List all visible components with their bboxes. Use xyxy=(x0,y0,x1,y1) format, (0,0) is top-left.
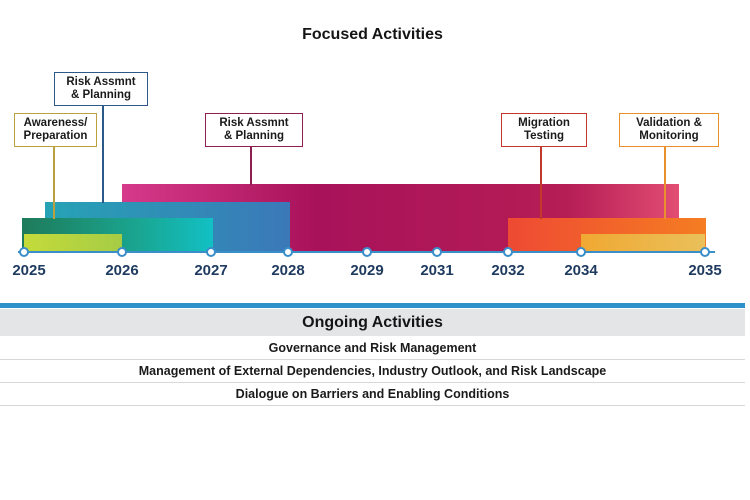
ongoing-activities-header: Ongoing Activities xyxy=(0,309,745,336)
year-label: 2035 xyxy=(688,262,722,279)
year-label: 2029 xyxy=(350,262,384,279)
tick-2026 xyxy=(117,247,127,257)
bar-awareness xyxy=(24,234,122,252)
tick-2028 xyxy=(283,247,293,257)
callout-risk-assessment-1: Risk Assmnt & Planning xyxy=(54,72,148,106)
year-label: 2025 xyxy=(12,262,46,279)
year-label: 2032 xyxy=(491,262,525,279)
bar-validation xyxy=(581,234,705,252)
callout-risk-assessment-2: Risk Assmnt & Planning xyxy=(205,113,303,147)
year-label: 2028 xyxy=(271,262,305,279)
leader-validation xyxy=(664,145,666,219)
ongoing-row: Dialogue on Barriers and Enabling Condit… xyxy=(0,383,745,406)
leader-awareness xyxy=(53,145,55,219)
year-label: 2031 xyxy=(420,262,454,279)
callout-validation-monitoring: Validation & Monitoring xyxy=(619,113,719,147)
ongoing-row: Management of External Dependencies, Ind… xyxy=(0,360,745,383)
tick-2032 xyxy=(503,247,513,257)
tick-2034 xyxy=(576,247,586,257)
tick-2031 xyxy=(432,247,442,257)
callout-awareness: Awareness/ Preparation xyxy=(14,113,97,147)
tick-2029 xyxy=(362,247,372,257)
callout-migration-testing: Migration Testing xyxy=(501,113,587,147)
leader-risk1 xyxy=(102,106,104,203)
year-label: 2026 xyxy=(105,262,139,279)
year-label: 2027 xyxy=(194,262,228,279)
section-divider xyxy=(0,303,745,308)
tick-2035 xyxy=(700,247,710,257)
leader-risk2 xyxy=(250,145,252,185)
timeline-bars xyxy=(18,184,715,253)
ongoing-row: Governance and Risk Management xyxy=(0,337,745,360)
tick-2027 xyxy=(206,247,216,257)
leader-migration xyxy=(540,145,542,219)
year-label: 2034 xyxy=(564,262,598,279)
focused-activities-title: Focused Activities xyxy=(302,26,443,43)
tick-2025 xyxy=(19,247,29,257)
